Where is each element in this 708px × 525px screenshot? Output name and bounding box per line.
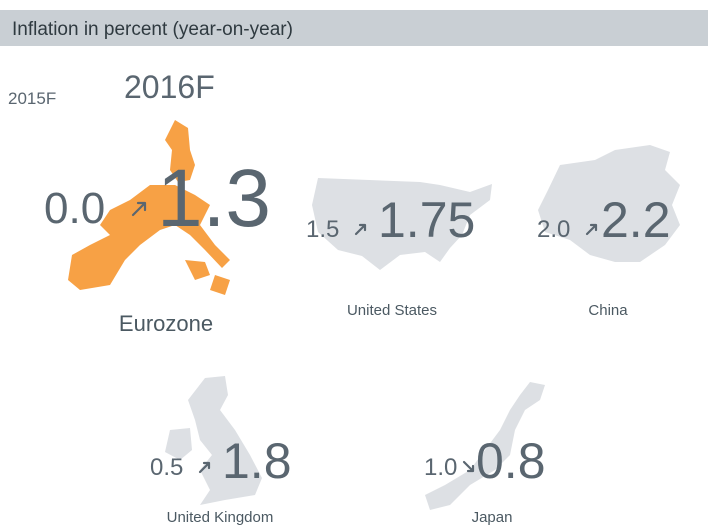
legend-previous: 2015F [8,89,56,108]
arrow-down [462,460,475,473]
previous-value: 1.0 [424,454,457,481]
china-map [538,145,680,262]
japan-map [425,382,545,510]
region-name: United Kingdom [167,509,274,525]
legend-current: 2016F [124,69,215,105]
current-value: 0.8 [476,433,546,489]
current-value: 1.8 [222,433,292,489]
region-name: China [588,302,628,319]
region-name: Japan [472,509,513,525]
current-value: 2.2 [601,192,671,248]
header-bar [0,10,708,46]
header-title: Inflation in percent (year-on-year) [12,19,293,40]
arrow-up [585,223,598,236]
ireland-map [165,428,192,460]
current-value: 1.75 [378,192,475,248]
previous-value: 0.0 [44,184,105,233]
current-value: 1.3 [157,153,271,244]
arrow-up [354,223,367,236]
arrow-up [198,461,211,474]
previous-value: 1.5 [306,216,339,243]
eurozone-map [68,120,230,295]
uk-map [188,376,262,505]
previous-value: 2.0 [537,216,570,243]
arrow-up [131,201,147,217]
region-name: Eurozone [119,311,213,336]
previous-value: 0.5 [150,454,183,481]
region-name: United States [347,302,437,319]
us-map [312,178,492,270]
